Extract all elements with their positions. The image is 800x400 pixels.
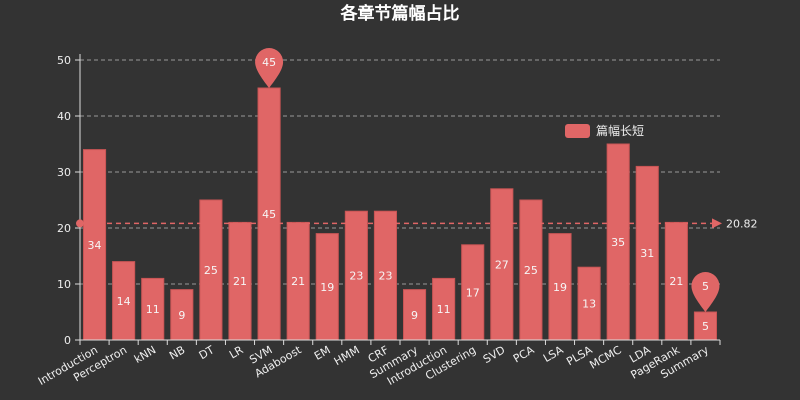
average-line-start-symbol bbox=[76, 219, 84, 228]
y-tick-label: 10 bbox=[57, 278, 71, 291]
mark-point-pin bbox=[691, 272, 720, 312]
bar-value-label: 21 bbox=[291, 275, 305, 288]
legend[interactable]: 篇幅长短 bbox=[565, 123, 644, 138]
y-tick-label: 40 bbox=[57, 110, 71, 123]
bar-value-label: 27 bbox=[495, 258, 509, 271]
average-line-arrow bbox=[712, 218, 722, 229]
legend-swatch bbox=[565, 124, 590, 138]
x-tick-label: EM bbox=[312, 343, 333, 362]
average-line-label: 20.82 bbox=[726, 217, 758, 230]
bar-value-label: 21 bbox=[233, 275, 247, 288]
x-tick-label: HMM bbox=[332, 343, 362, 368]
y-tick-label: 0 bbox=[64, 334, 71, 347]
average-mark-line: 20.82 bbox=[76, 217, 758, 230]
legend-label: 篇幅长短 bbox=[596, 123, 644, 138]
y-tick-label: 20 bbox=[57, 222, 71, 235]
bar-value-label: 25 bbox=[204, 264, 218, 277]
mark-point-label: 45 bbox=[262, 56, 276, 69]
x-tick-label: NB bbox=[167, 343, 187, 362]
bar-value-label: 25 bbox=[524, 264, 538, 277]
mark-point-min[interactable]: 5 bbox=[691, 272, 720, 312]
bar-value-label: 19 bbox=[320, 281, 334, 294]
bar-value-label: 31 bbox=[640, 247, 654, 260]
x-tick-label: kNN bbox=[132, 343, 158, 366]
bar-value-label: 34 bbox=[88, 239, 102, 252]
bar-value-label: 23 bbox=[378, 270, 392, 283]
mark-point-pin bbox=[255, 48, 284, 88]
bar-value-label: 45 bbox=[262, 208, 276, 221]
mark-point-label: 5 bbox=[702, 280, 709, 293]
y-tick-label: 50 bbox=[57, 54, 71, 67]
x-tick-label: LSA bbox=[541, 343, 566, 365]
bar-value-label: 11 bbox=[437, 303, 451, 316]
y-axis: 0 10 20 30 40 50 bbox=[57, 54, 81, 347]
mark-point-max[interactable]: 45 bbox=[255, 48, 284, 88]
bar-value-label: 21 bbox=[669, 275, 683, 288]
bar-value-label: 9 bbox=[411, 309, 418, 322]
bar-value-label: 13 bbox=[582, 298, 596, 311]
x-tick-label: LR bbox=[227, 343, 246, 361]
bars: 34 14 11 9 25 21 45 21 19 23 23 9 11 17 27 25 19 13 35 31 21… bbox=[82, 87, 718, 341]
bar-value-label: 14 bbox=[117, 295, 131, 308]
bar-value-label: 19 bbox=[553, 281, 567, 294]
bar-value-label: 11 bbox=[146, 303, 160, 316]
x-tick-label: DT bbox=[197, 343, 217, 362]
x-tick-label: PCA bbox=[511, 343, 537, 365]
bar-value-label: 5 bbox=[702, 320, 709, 333]
mark-points: 45 5 bbox=[255, 48, 720, 312]
y-tick-label: 30 bbox=[57, 166, 71, 179]
bar-value-label: 17 bbox=[466, 286, 480, 299]
chart-title: 各章节篇幅占比 bbox=[340, 3, 460, 24]
x-tick-label: MCMC bbox=[587, 343, 624, 372]
bar-value-label: 9 bbox=[178, 309, 185, 322]
bar-value-label: 23 bbox=[349, 270, 363, 283]
bar-value-label: 35 bbox=[611, 236, 625, 249]
x-tick-label: SVD bbox=[481, 343, 507, 366]
